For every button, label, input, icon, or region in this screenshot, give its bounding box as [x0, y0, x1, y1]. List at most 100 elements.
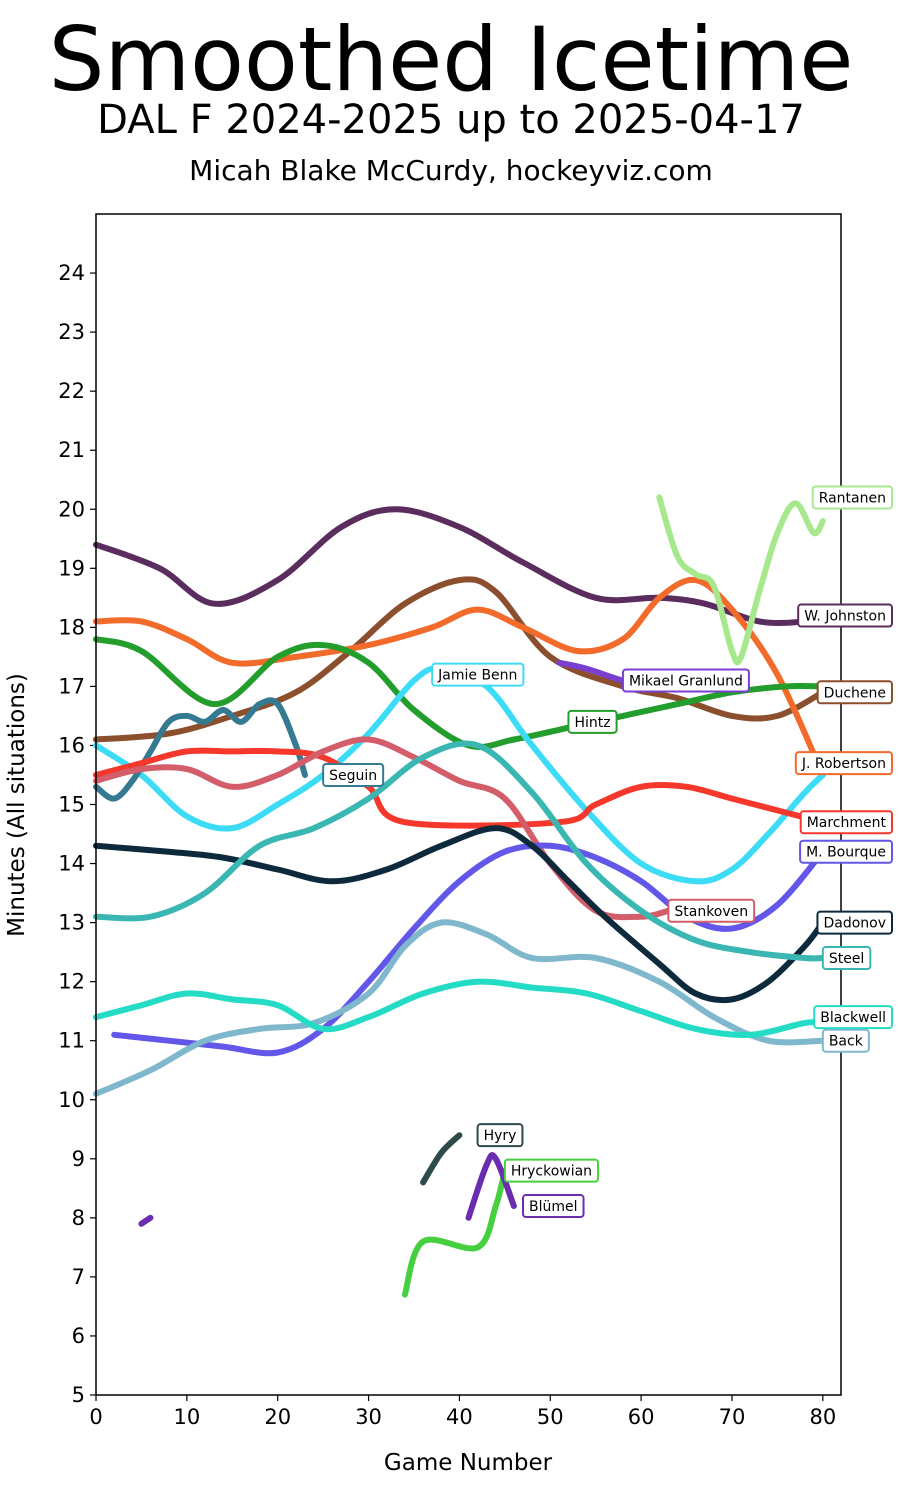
series-label-text: M. Bourque	[806, 845, 886, 861]
x-tick-label: 60	[628, 1405, 655, 1429]
series-label-hyry: Hyry	[476, 1123, 524, 1148]
series-label-rantanen: Rantanen	[811, 485, 893, 510]
series-label-box	[431, 662, 525, 687]
series-label-jamie-benn: Jamie Benn	[431, 662, 525, 687]
y-tick-label: 23	[58, 320, 85, 344]
series-label-box	[821, 946, 872, 971]
x-tick-label: 40	[446, 1405, 473, 1429]
y-tick-label: 10	[58, 1088, 85, 1112]
y-tick-label: 20	[58, 497, 85, 521]
series-label-marchment: Marchment	[799, 810, 893, 835]
series-label-mikael-granlund: Mikael Granlund	[621, 668, 750, 693]
series-label-box	[811, 485, 893, 510]
series-label-box	[522, 1194, 585, 1219]
series-label-hryckowian: Hryckowian	[503, 1158, 600, 1183]
series-line-steel	[93, 740, 826, 962]
series-label-text: Mikael Granlund	[629, 673, 743, 689]
x-tick-label: 80	[809, 1405, 836, 1429]
series-line-w-johnston	[93, 506, 826, 626]
series-label-blackwell: Blackwell	[813, 1005, 893, 1030]
series-label-box	[476, 1123, 524, 1148]
series-label-box	[794, 751, 893, 776]
series-label-text: Hryckowian	[511, 1164, 592, 1180]
y-tick-label: 7	[72, 1265, 85, 1289]
series-line-seguin	[93, 697, 308, 802]
x-axis-label: Game Number	[384, 1450, 553, 1476]
x-tick-label: 30	[355, 1405, 382, 1429]
series-label-box	[621, 668, 750, 693]
series-label-box	[816, 910, 893, 935]
series-label-bl-mel: Blümel	[522, 1194, 585, 1219]
series-labels: W. Johnston Duchene J. Robertson Rantanen Mi…	[322, 485, 893, 1219]
chart-title: Smoothed Icetime	[48, 8, 854, 111]
series-line-blackwell	[93, 978, 826, 1038]
series-label-text: Back	[829, 1034, 864, 1050]
series-label-text: Blümel	[529, 1199, 578, 1215]
chart-subtitle: DAL F 2024-2025 up to 2025-04-17	[97, 97, 805, 143]
series-label-box	[322, 762, 385, 787]
series-label-back: Back	[821, 1028, 870, 1053]
series-label-text: Rantanen	[819, 490, 886, 506]
series-line-fragment	[138, 1214, 154, 1227]
y-tick-label: 15	[58, 793, 85, 817]
series-label-text: J. Robertson	[801, 756, 886, 772]
series-label-box	[503, 1158, 600, 1183]
x-tick-label: 20	[264, 1405, 291, 1429]
series-label-text: Hyry	[484, 1128, 517, 1144]
series-line-bl-mel	[465, 1152, 517, 1221]
series-label-text: Duchene	[824, 685, 886, 701]
x-tick-label: 50	[537, 1405, 564, 1429]
series-label-text: W. Johnston	[804, 609, 886, 625]
series-label-box	[797, 603, 893, 628]
y-tick-label: 19	[58, 556, 85, 580]
series-line-hryckowian	[401, 1167, 508, 1298]
series-label-box	[567, 709, 618, 734]
series-line-hyry	[420, 1132, 463, 1186]
series-label-hintz: Hintz	[567, 709, 618, 734]
series-label-text: Steel	[829, 951, 865, 967]
series-label-duchene: Duchene	[816, 680, 893, 705]
chart-credit: Micah Blake McCurdy, hockeyviz.com	[189, 154, 713, 187]
series-line-dadonov	[93, 825, 826, 1004]
series-line-m-bourque	[111, 842, 826, 1057]
series-label-stankoven: Stankoven	[667, 898, 756, 923]
series-label-dadonov: Dadonov	[816, 910, 893, 935]
y-tick-label: 22	[58, 379, 85, 403]
y-tick-label: 16	[58, 733, 85, 757]
y-axis-label: Minutes (All situations)	[4, 673, 30, 937]
series-label-box	[667, 898, 756, 923]
series-line-hintz	[93, 636, 826, 751]
series-label-box	[799, 810, 893, 835]
y-tick-label: 21	[58, 438, 85, 462]
x-tick-label: 0	[89, 1405, 102, 1429]
x-tick-label: 10	[173, 1405, 200, 1429]
series-line-marchment	[93, 747, 826, 829]
y-tick-label: 9	[72, 1147, 85, 1171]
x-tick-label: 70	[719, 1405, 746, 1429]
y-tick-label: 13	[58, 911, 85, 935]
series-label-w-johnston: W. Johnston	[797, 603, 893, 628]
series-label-box	[816, 680, 893, 705]
series-label-text: Dadonov	[823, 916, 886, 932]
series-label-text: Stankoven	[674, 904, 748, 920]
series-label-text: Hintz	[574, 715, 610, 731]
axis-ticks: 0 10 20 30 40 50 60 70 80 5 6 7 8 9 10 11 12 13 14 15 16 17 18…	[58, 261, 836, 1429]
series-label-text: Marchment	[807, 815, 887, 831]
series-label-j-robertson: J. Robertson	[794, 751, 893, 776]
y-tick-label: 6	[72, 1324, 85, 1348]
series-label-text: Seguin	[329, 768, 377, 784]
series-label-seguin: Seguin	[322, 762, 385, 787]
y-tick-label: 12	[58, 970, 85, 994]
y-tick-label: 14	[58, 852, 85, 876]
series-line-rantanen	[656, 494, 826, 666]
y-tick-label: 5	[72, 1383, 85, 1407]
series-label-m-bourque: M. Bourque	[799, 839, 893, 864]
series-label-text: Jamie Benn	[437, 668, 517, 684]
series-label-steel: Steel	[821, 946, 872, 971]
y-tick-label: 17	[58, 674, 85, 698]
plot-frame	[95, 213, 842, 1396]
series-layer	[93, 494, 826, 1298]
series-label-box	[799, 839, 893, 864]
series-label-box	[821, 1028, 870, 1053]
